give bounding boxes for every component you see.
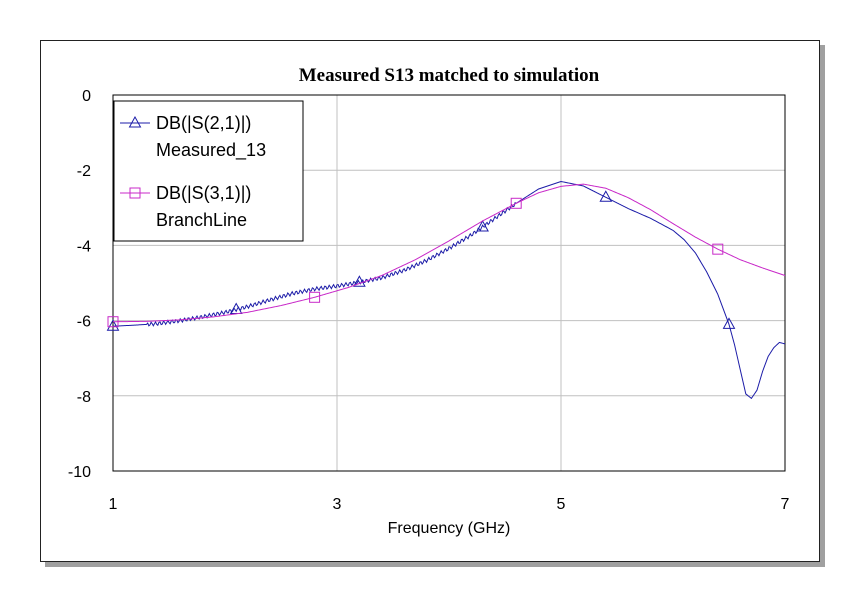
- grid-lines: [113, 95, 785, 471]
- chart-title: Measured S13 matched to simulation: [299, 65, 600, 86]
- y-tick-label: -4: [77, 238, 91, 255]
- series-line: [112, 183, 786, 323]
- y-tick-label: 0: [82, 88, 91, 105]
- x-axis-label: Frequency (GHz): [388, 520, 511, 537]
- data-point-marker: [107, 316, 119, 328]
- legend-item-1: DB(|S(2,1)|) Measured_13: [120, 113, 266, 161]
- legend-series-name: DB(|S(3,1)|): [156, 183, 251, 203]
- data-point-marker: [309, 291, 321, 303]
- data-point-marker: [106, 319, 120, 331]
- data-point-marker: [722, 317, 736, 329]
- plot-area-border: [112, 94, 786, 472]
- x-tick-label: 3: [333, 496, 342, 513]
- x-tick-label: 1: [109, 496, 118, 513]
- data-point-marker: [353, 275, 366, 287]
- data-point-marker: [510, 197, 522, 209]
- y-tick-label: -2: [77, 163, 91, 180]
- legend: DB(|S(2,1)|) Measured_13 DB(|S(3,1)|) Branc…: [113, 100, 304, 242]
- x-tick-label: 5: [557, 496, 566, 513]
- legend-box: [113, 100, 304, 242]
- series-1: [106, 180, 786, 400]
- series-line: [112, 180, 786, 400]
- legend-item-2: DB(|S(3,1)|) BranchLine: [120, 183, 251, 230]
- y-tick-label: -8: [77, 389, 91, 406]
- legend-series-name: DB(|S(2,1)|): [156, 113, 251, 133]
- legend-series-subname: Measured_13: [156, 140, 266, 161]
- data-point-marker: [476, 219, 489, 232]
- y-tick-label: -10: [68, 464, 91, 481]
- legend-marker: [129, 187, 141, 199]
- series-2: [107, 183, 786, 328]
- data-point-marker: [599, 190, 613, 202]
- data-point-marker: [712, 243, 724, 255]
- x-tick-label: 7: [781, 496, 790, 513]
- y-tick-label: -6: [77, 314, 91, 331]
- legend-marker: [128, 115, 142, 128]
- tick-labels: 1 3 5 7 0 -2 -4 -6 -8 -10: [68, 88, 790, 513]
- series-layer: [106, 180, 786, 400]
- legend-series-subname: BranchLine: [156, 210, 247, 230]
